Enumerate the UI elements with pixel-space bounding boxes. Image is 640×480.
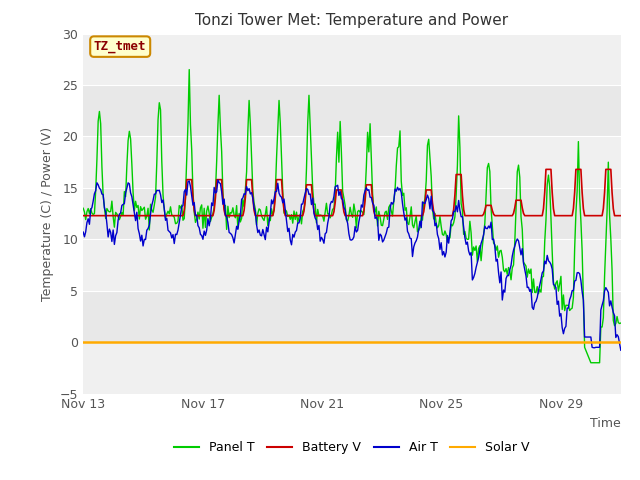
Text: TZ_tmet: TZ_tmet	[94, 40, 147, 53]
Bar	[83, 136, 621, 188]
Bar	[83, 342, 621, 394]
Bar	[83, 34, 621, 85]
Title: Tonzi Tower Met: Temperature and Power: Tonzi Tower Met: Temperature and Power	[195, 13, 509, 28]
Bar	[83, 240, 621, 291]
Y-axis label: Temperature (C) / Power (V): Temperature (C) / Power (V)	[42, 127, 54, 300]
X-axis label: Time: Time	[590, 417, 621, 430]
Legend: Panel T, Battery V, Air T, Solar V: Panel T, Battery V, Air T, Solar V	[170, 436, 534, 459]
